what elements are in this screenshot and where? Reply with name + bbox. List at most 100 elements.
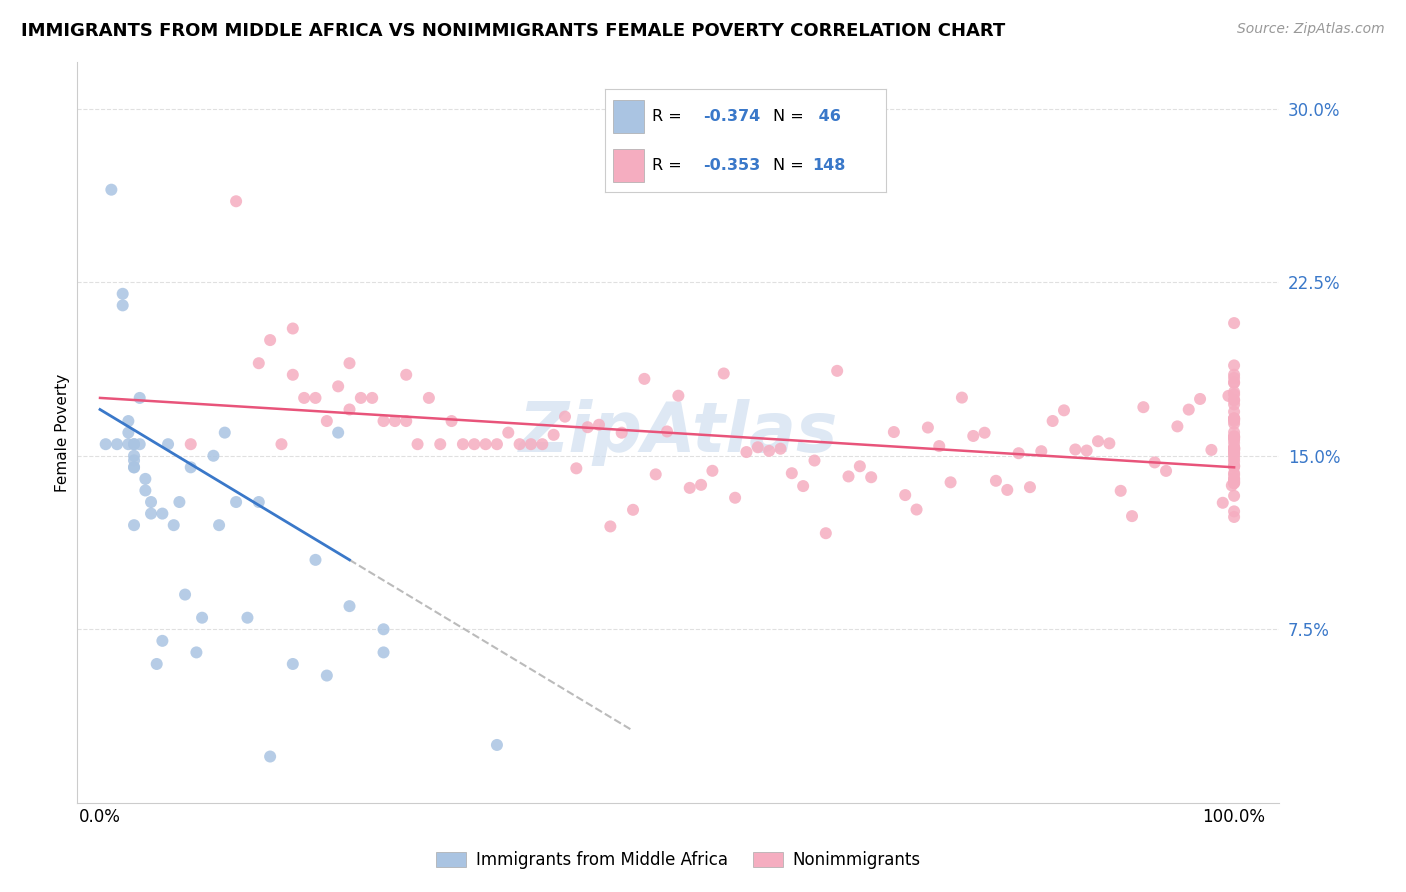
Point [429, 437, 451, 451]
Point [576, 420, 599, 434]
Point [621, 503, 644, 517]
Y-axis label: Female Poverty: Female Poverty [55, 374, 70, 491]
Point [145, 657, 167, 671]
Point [1189, 392, 1212, 406]
Point [1201, 442, 1223, 457]
Point [128, 391, 150, 405]
Point [328, 425, 350, 440]
Point [1223, 466, 1246, 480]
Point [1223, 393, 1246, 408]
Point [498, 425, 520, 440]
Point [1177, 402, 1199, 417]
Text: IMMIGRANTS FROM MIDDLE AFRICA VS NONIMMIGRANTS FEMALE POVERTY CORRELATION CHART: IMMIGRANTS FROM MIDDLE AFRICA VS NONIMMI… [21, 22, 1005, 40]
Point [1223, 397, 1246, 411]
Point [117, 437, 139, 451]
Point [122, 453, 145, 467]
Point [1223, 429, 1246, 443]
Point [186, 645, 208, 659]
Point [1223, 510, 1246, 524]
Point [1223, 368, 1246, 382]
Point [702, 464, 724, 478]
Point [1223, 442, 1246, 457]
Point [995, 483, 1018, 497]
Point [150, 507, 173, 521]
Point [485, 437, 508, 451]
Point [849, 459, 872, 474]
Point [373, 622, 395, 636]
Point [837, 469, 859, 483]
Point [1223, 458, 1246, 473]
Point [1019, 480, 1042, 494]
Point [769, 442, 792, 456]
Point [1223, 433, 1246, 447]
Point [973, 425, 995, 440]
Point [1223, 474, 1246, 488]
Point [122, 449, 145, 463]
Point [543, 427, 565, 442]
Point [554, 409, 576, 424]
Point [883, 425, 905, 439]
Point [1223, 412, 1246, 426]
Point [236, 610, 259, 624]
Point [1223, 475, 1246, 490]
Point [792, 479, 814, 493]
Point [1223, 371, 1246, 385]
Point [100, 183, 122, 197]
Point [1223, 405, 1246, 419]
Point [1064, 442, 1087, 457]
Point [474, 437, 496, 451]
Point [373, 414, 395, 428]
Point [139, 495, 162, 509]
Point [939, 475, 962, 490]
Point [270, 437, 292, 451]
Point [565, 461, 588, 475]
Point [1223, 414, 1246, 428]
Point [509, 437, 531, 451]
Point [1218, 389, 1240, 403]
Text: N =: N = [773, 110, 810, 124]
Point [1223, 449, 1246, 463]
Point [1223, 425, 1246, 440]
Point [169, 495, 191, 509]
Point [1076, 443, 1098, 458]
Point [1223, 411, 1246, 425]
Point [724, 491, 747, 505]
Point [304, 553, 326, 567]
Point [758, 443, 780, 458]
Legend: Immigrants from Middle Africa, Nonimmigrants: Immigrants from Middle Africa, Nonimmigr… [429, 845, 928, 876]
Point [690, 478, 713, 492]
Point [157, 437, 180, 451]
Point [281, 368, 304, 382]
Point [1223, 442, 1246, 457]
Point [1223, 316, 1246, 330]
Text: R =: R = [652, 110, 688, 124]
Point [1223, 417, 1246, 431]
Point [339, 402, 361, 417]
Point [361, 391, 384, 405]
Point [225, 495, 247, 509]
Point [610, 425, 633, 440]
Point [1223, 431, 1246, 445]
Text: -0.374: -0.374 [703, 110, 761, 124]
Point [111, 286, 134, 301]
Text: 148: 148 [813, 158, 846, 173]
Point [451, 437, 474, 451]
Point [747, 440, 769, 454]
Point [1121, 509, 1143, 524]
Point [1154, 464, 1177, 478]
Point [1223, 489, 1246, 503]
Point [1223, 476, 1246, 491]
Point [174, 588, 197, 602]
FancyBboxPatch shape [613, 101, 644, 133]
Point [1223, 376, 1246, 390]
Point [406, 437, 429, 451]
Point [1223, 446, 1246, 460]
Point [1042, 414, 1064, 428]
Point [247, 356, 270, 370]
Point [440, 414, 463, 428]
Point [633, 372, 655, 386]
Point [1223, 441, 1246, 455]
Point [180, 437, 202, 451]
Point [814, 526, 837, 541]
Point [134, 472, 156, 486]
